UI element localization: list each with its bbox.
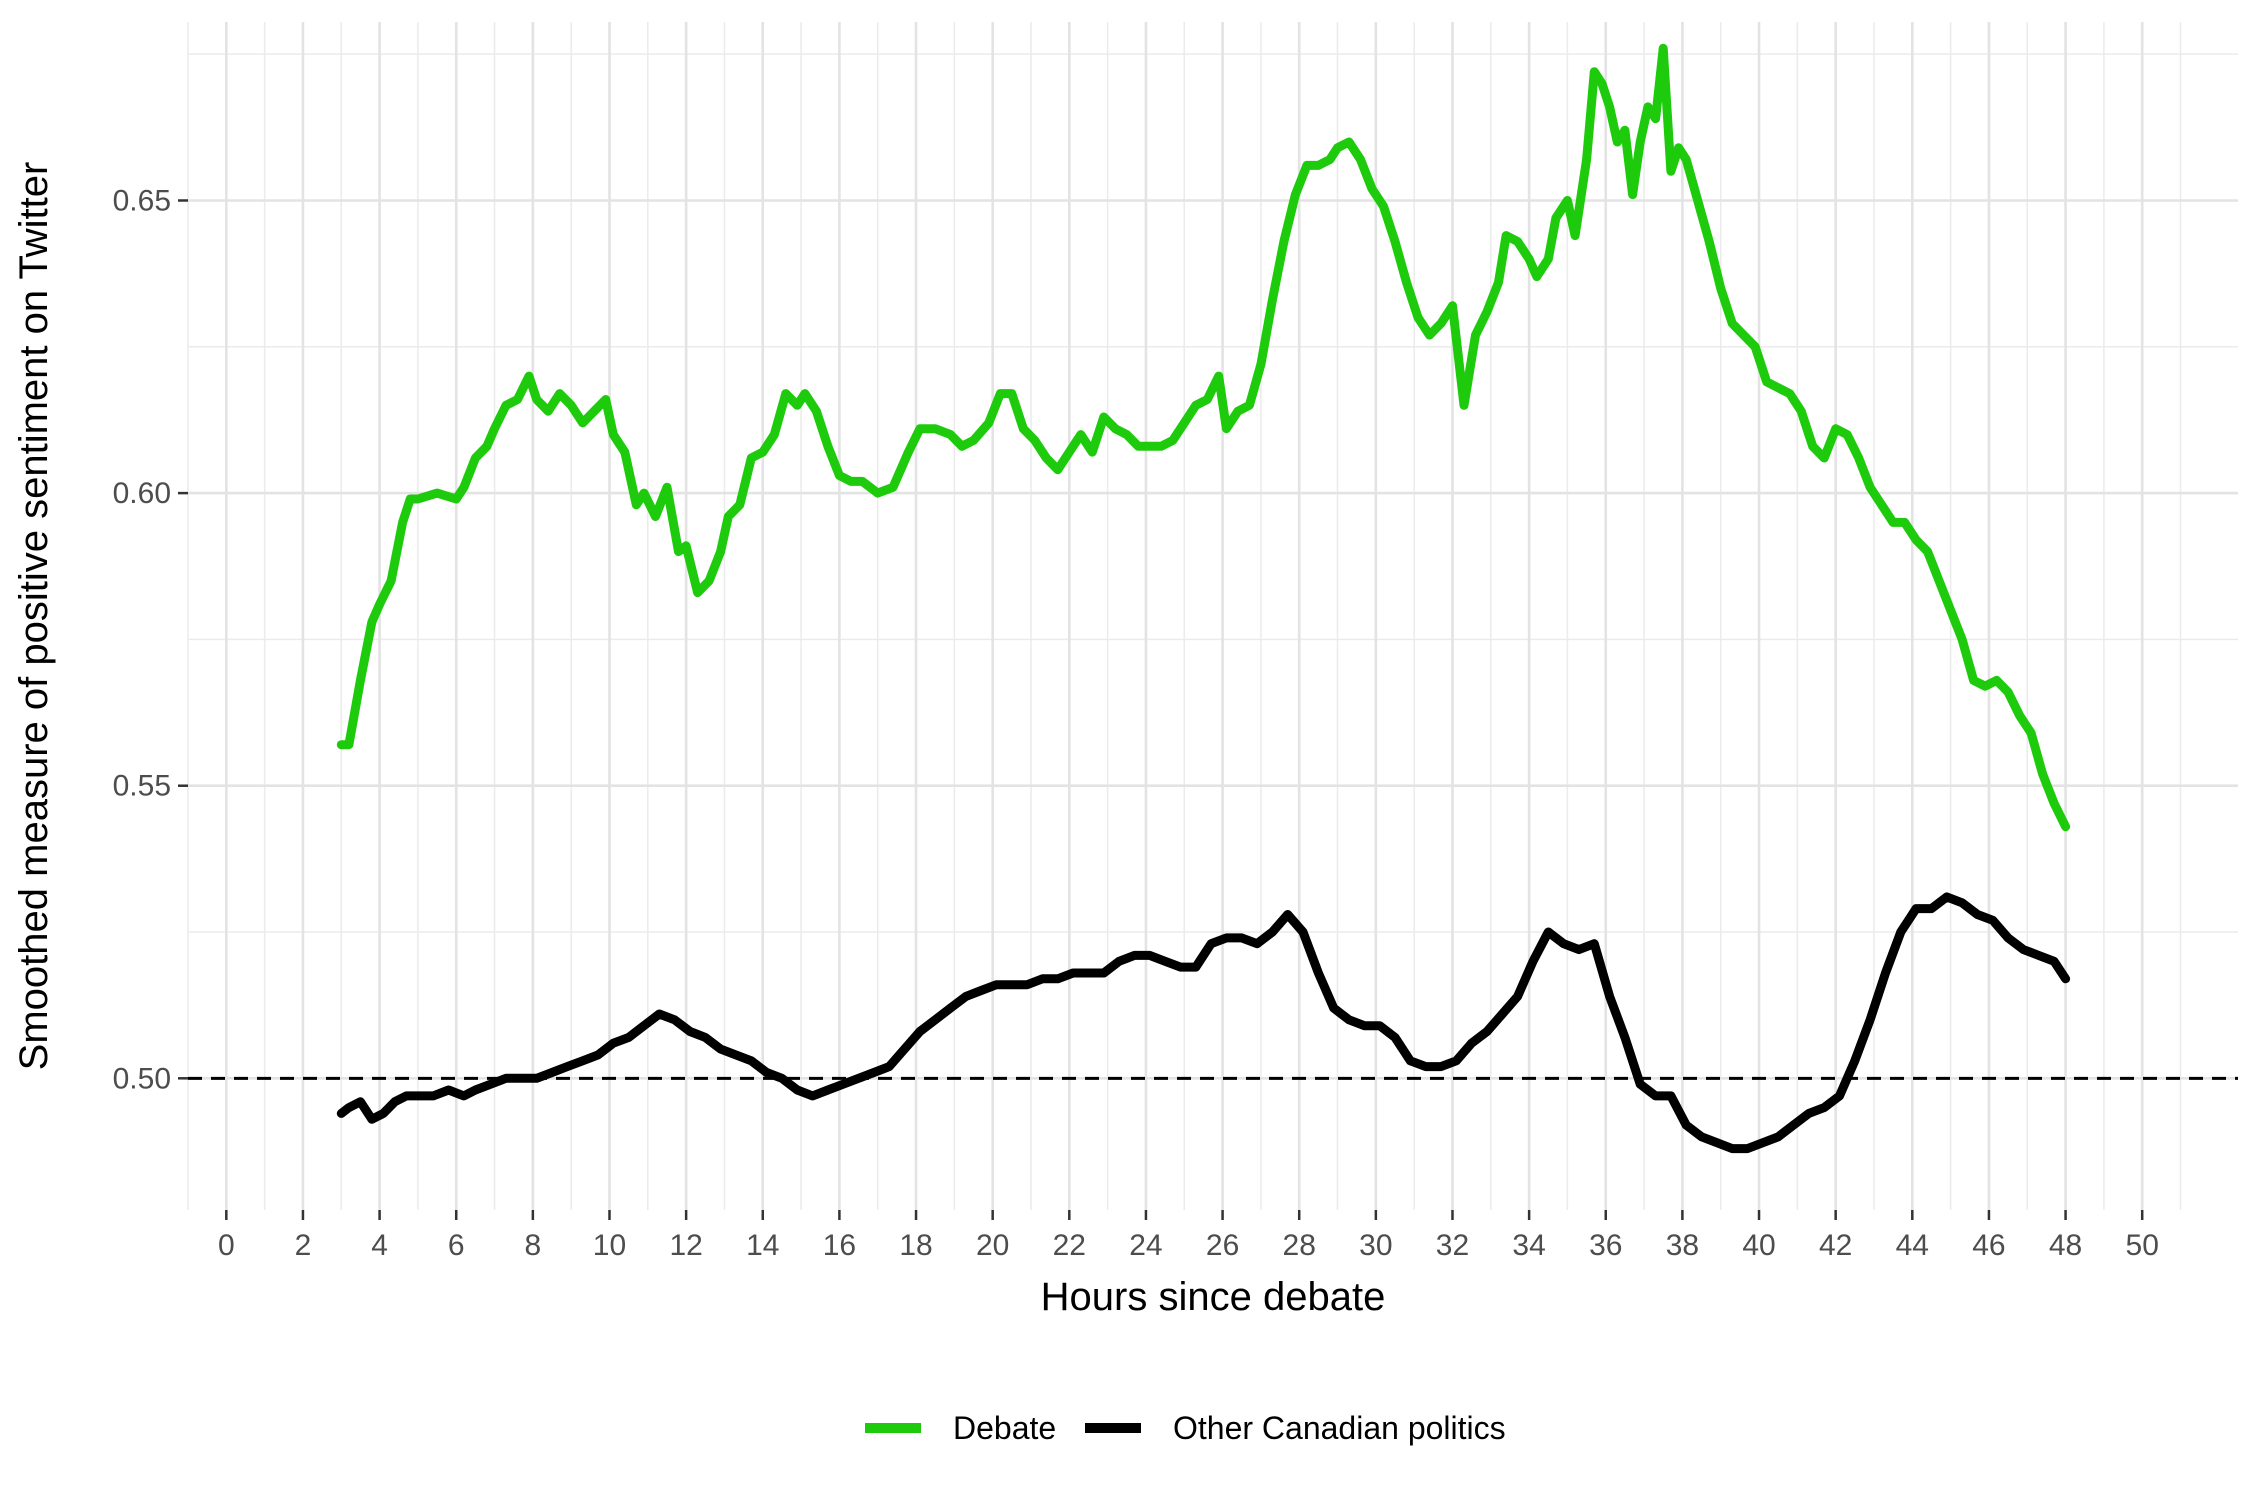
y-tick-label: 0.55 — [113, 770, 171, 803]
x-tick-label: 24 — [1129, 1229, 1162, 1262]
grid — [187, 22, 2238, 1210]
x-tick-label: 6 — [448, 1229, 465, 1262]
y-tick-label: 0.60 — [113, 477, 171, 510]
x-tick-label: 2 — [295, 1229, 312, 1262]
axes: 0.500.550.600.650 2 4 6 8 10 12 14 16 18 20 22 24 26 2… — [113, 184, 2159, 1262]
y-tick-label: 0.50 — [113, 1062, 171, 1095]
x-tick-label: 30 — [1359, 1229, 1392, 1262]
x-tick-label: 48 — [2049, 1229, 2082, 1262]
x-tick-label: 50 — [2126, 1229, 2159, 1262]
x-tick-label: 44 — [1896, 1229, 1929, 1262]
x-tick-label: 38 — [1666, 1229, 1699, 1262]
legend: Debate Other Canadian politics — [865, 1410, 1506, 1446]
x-tick-label: 34 — [1512, 1229, 1545, 1262]
series-line-other-canadian-politics — [336, 892, 2071, 1154]
x-axis-title: Hours since debate — [1041, 1275, 1386, 1319]
x-tick-label: 16 — [823, 1229, 856, 1262]
x-tick-label: 36 — [1589, 1229, 1622, 1262]
x-tick-label: 22 — [1053, 1229, 1086, 1262]
x-tick-label: 0 — [218, 1229, 235, 1262]
x-tick-label: 26 — [1206, 1229, 1239, 1262]
x-tick-label: 8 — [525, 1229, 542, 1262]
x-tick-label: 28 — [1283, 1229, 1316, 1262]
x-tick-label: 12 — [669, 1229, 702, 1262]
x-tick-label: 20 — [976, 1229, 1009, 1262]
x-tick-label: 18 — [899, 1229, 932, 1262]
y-axis-title: Smoothed measure of positive sentiment o… — [12, 162, 56, 1071]
x-tick-label: 4 — [371, 1229, 388, 1262]
x-tick-label: 32 — [1436, 1229, 1469, 1262]
legend-label-debate: Debate — [953, 1410, 1056, 1446]
x-tick-label: 10 — [593, 1229, 626, 1262]
series-line-debate — [336, 43, 2071, 832]
y-tick-label: 0.65 — [113, 184, 171, 217]
x-tick-label: 14 — [746, 1229, 779, 1262]
x-tick-label: 42 — [1819, 1229, 1852, 1262]
legend-label-other-canadian-politics: Other Canadian politics — [1173, 1410, 1506, 1446]
series-group — [336, 43, 2071, 1154]
x-tick-label: 40 — [1742, 1229, 1775, 1262]
x-tick-label: 46 — [1972, 1229, 2005, 1262]
